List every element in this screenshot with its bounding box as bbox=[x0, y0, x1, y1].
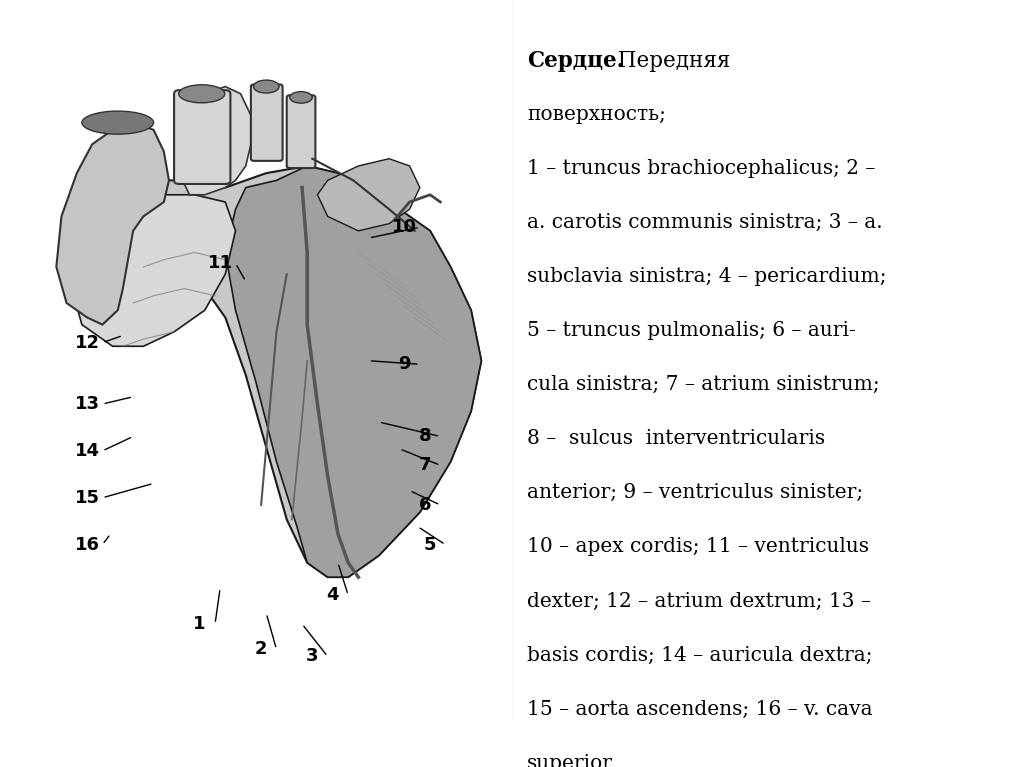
Polygon shape bbox=[72, 166, 481, 577]
Text: basis cordis; 14 – auricula dextra;: basis cordis; 14 – auricula dextra; bbox=[527, 646, 872, 665]
Text: 9: 9 bbox=[398, 355, 411, 374]
Polygon shape bbox=[56, 123, 169, 324]
Polygon shape bbox=[225, 166, 481, 577]
Polygon shape bbox=[179, 87, 251, 195]
Text: 6: 6 bbox=[419, 496, 431, 514]
FancyBboxPatch shape bbox=[287, 95, 315, 168]
Text: 10: 10 bbox=[392, 219, 417, 236]
Text: subclavia sinistra; 4 – pericardium;: subclavia sinistra; 4 – pericardium; bbox=[527, 267, 887, 286]
Ellipse shape bbox=[290, 91, 312, 104]
Text: 8 –  sulcus  interventricularis: 8 – sulcus interventricularis bbox=[527, 430, 825, 448]
Polygon shape bbox=[317, 159, 420, 231]
Text: 7: 7 bbox=[419, 456, 431, 474]
Ellipse shape bbox=[82, 111, 154, 134]
Text: 1: 1 bbox=[194, 615, 206, 633]
Text: 4: 4 bbox=[327, 586, 339, 604]
Polygon shape bbox=[72, 195, 236, 346]
Text: anterior; 9 – ventriculus sinister;: anterior; 9 – ventriculus sinister; bbox=[527, 483, 863, 502]
Text: 16: 16 bbox=[75, 535, 99, 554]
Text: 1 – truncus brachiocephalicus; 2 –: 1 – truncus brachiocephalicus; 2 – bbox=[527, 159, 876, 178]
Text: dexter; 12 – atrium dextrum; 13 –: dexter; 12 – atrium dextrum; 13 – bbox=[527, 591, 871, 611]
Text: 5: 5 bbox=[424, 535, 436, 554]
Text: 5 – truncus pulmonalis; 6 – auri-: 5 – truncus pulmonalis; 6 – auri- bbox=[527, 321, 856, 340]
Text: 14: 14 bbox=[75, 442, 99, 460]
Text: a. carotis communis sinistra; 3 – a.: a. carotis communis sinistra; 3 – a. bbox=[527, 212, 883, 232]
Ellipse shape bbox=[178, 85, 225, 103]
Text: 3: 3 bbox=[306, 647, 318, 666]
Text: cula sinistra; 7 – atrium sinistrum;: cula sinistra; 7 – atrium sinistrum; bbox=[527, 375, 880, 394]
Text: 15: 15 bbox=[75, 489, 99, 507]
Text: 2: 2 bbox=[255, 640, 267, 658]
Text: поверхность;: поверхность; bbox=[527, 104, 667, 123]
Text: Сердце.: Сердце. bbox=[527, 51, 625, 73]
Text: 13: 13 bbox=[75, 395, 99, 413]
Text: superior: superior bbox=[527, 754, 613, 767]
Text: 11: 11 bbox=[208, 255, 232, 272]
Ellipse shape bbox=[254, 80, 279, 93]
FancyBboxPatch shape bbox=[174, 91, 230, 184]
Text: Передняя: Передняя bbox=[604, 51, 730, 73]
FancyBboxPatch shape bbox=[251, 84, 283, 161]
Text: 8: 8 bbox=[419, 427, 431, 446]
Text: 10 – apex cordis; 11 – ventriculus: 10 – apex cordis; 11 – ventriculus bbox=[527, 538, 869, 557]
Text: 12: 12 bbox=[75, 334, 99, 352]
Text: 15 – aorta ascendens; 16 – v. cava: 15 – aorta ascendens; 16 – v. cava bbox=[527, 700, 873, 719]
